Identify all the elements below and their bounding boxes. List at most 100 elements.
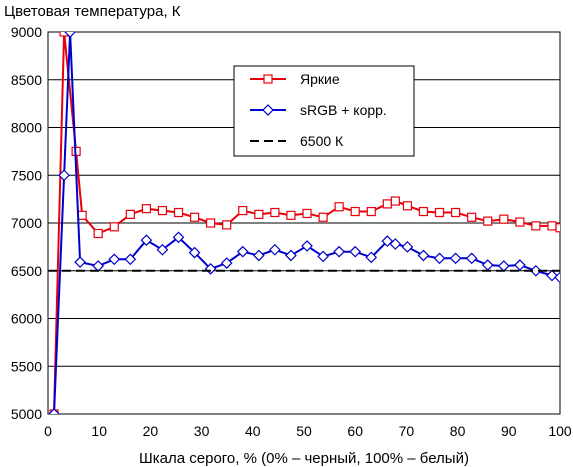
data-point: [172, 231, 185, 244]
data-point: [173, 207, 184, 218]
data-point: [465, 252, 478, 265]
data-point: [554, 271, 560, 284]
data-point: [92, 260, 105, 272]
data-point: [401, 241, 414, 253]
data-point: [141, 204, 152, 214]
data-point: [497, 260, 510, 272]
y-tick-label: 6500: [11, 263, 42, 279]
data-point: [188, 246, 201, 259]
x-tick-label: 100: [548, 423, 572, 439]
y-tick-label: 6000: [11, 311, 42, 327]
data-point: [108, 253, 121, 266]
data-point: [481, 259, 494, 271]
data-point: [555, 223, 560, 233]
plot-area-frame: [47, 31, 561, 415]
data-point: [349, 245, 362, 258]
legend-item: 6500 К: [250, 133, 344, 149]
y-tick-label: 5500: [11, 358, 42, 374]
data-point: [514, 259, 526, 271]
y-axis-title: Цветовая температура, К: [4, 3, 181, 20]
data-point: [499, 214, 509, 224]
x-tick-label: 90: [501, 423, 517, 439]
data-point: [334, 202, 344, 212]
series-1: [49, 32, 560, 414]
y-tick-label: 9000: [11, 24, 42, 40]
data-point: [301, 240, 313, 252]
data-point: [286, 210, 296, 220]
data-point: [140, 234, 153, 247]
legend-marker: [263, 74, 273, 84]
legend-item: sRGB + корр.: [250, 102, 387, 118]
data-point: [483, 216, 493, 226]
x-tick-label: 60: [347, 423, 363, 439]
data-point: [350, 206, 360, 217]
data-point: [124, 253, 137, 266]
data-point: [206, 218, 216, 228]
data-point: [382, 199, 392, 209]
data-point: [93, 228, 103, 239]
data-point: [48, 408, 60, 414]
data-point: [531, 221, 541, 231]
data-point: [515, 217, 525, 227]
data-point: [236, 245, 249, 258]
x-tick-label: 20: [143, 423, 159, 439]
data-point: [58, 169, 70, 182]
x-tick-label: 10: [91, 423, 107, 439]
data-point: [238, 205, 248, 216]
legend-marker: [262, 104, 274, 116]
data-point: [125, 209, 135, 220]
data-point: [285, 249, 297, 262]
data-point: [318, 212, 328, 222]
data-point: [365, 251, 378, 264]
data-point: [74, 256, 86, 269]
data-point: [64, 32, 76, 38]
data-point: [333, 245, 345, 258]
y-tick-label: 8000: [11, 120, 42, 136]
data-point: [317, 250, 329, 263]
legend-label: Яркие: [300, 71, 340, 87]
legend-label: 6500 К: [300, 133, 344, 149]
data-point: [390, 196, 400, 206]
tick-labels: 5000 5500 6000 6500 7000 7500 8000 8500 9000 0 10 2…: [11, 24, 572, 439]
data-point: [157, 205, 168, 216]
data-point: [366, 206, 376, 217]
y-tick-label: 7500: [11, 167, 42, 183]
data-point: [381, 235, 394, 247]
data-point: [252, 249, 265, 262]
x-tick-label: 30: [194, 423, 210, 439]
data-point: [451, 207, 461, 218]
data-point: [254, 209, 264, 220]
x-tick-label: 80: [450, 423, 466, 439]
y-tick-label: 5000: [11, 406, 42, 422]
legend: Яркие sRGB + корр. 6500 К: [233, 65, 415, 157]
data-point: [302, 208, 312, 219]
data-point: [109, 222, 119, 232]
data-point: [402, 201, 413, 211]
x-tick-label: 40: [245, 423, 261, 439]
data-point: [77, 210, 87, 220]
data-point: [467, 212, 477, 222]
data-point: [433, 252, 446, 265]
data-point: [418, 206, 429, 217]
series-2: [48, 32, 560, 414]
data-point: [220, 257, 233, 269]
data-point: [546, 269, 558, 282]
data-point: [417, 249, 430, 262]
x-axis-title: Шкала серого, % (0% – черный, 100% – бел…: [139, 450, 469, 467]
x-tick-label: 70: [399, 423, 415, 439]
data-point: [270, 207, 280, 218]
series-layer: [48, 32, 560, 414]
data-point: [189, 212, 200, 222]
data-point: [156, 243, 169, 256]
data-point: [389, 238, 402, 250]
legend-label: sRGB + корр.: [300, 102, 387, 118]
data-point: [530, 264, 542, 277]
data-point: [269, 243, 281, 256]
data-point: [59, 32, 69, 37]
data-point: [434, 207, 445, 218]
legend-item: Яркие: [250, 71, 340, 87]
x-tick-label: 0: [44, 423, 52, 439]
y-tick-label: 7000: [11, 215, 42, 231]
data-point: [547, 221, 557, 231]
